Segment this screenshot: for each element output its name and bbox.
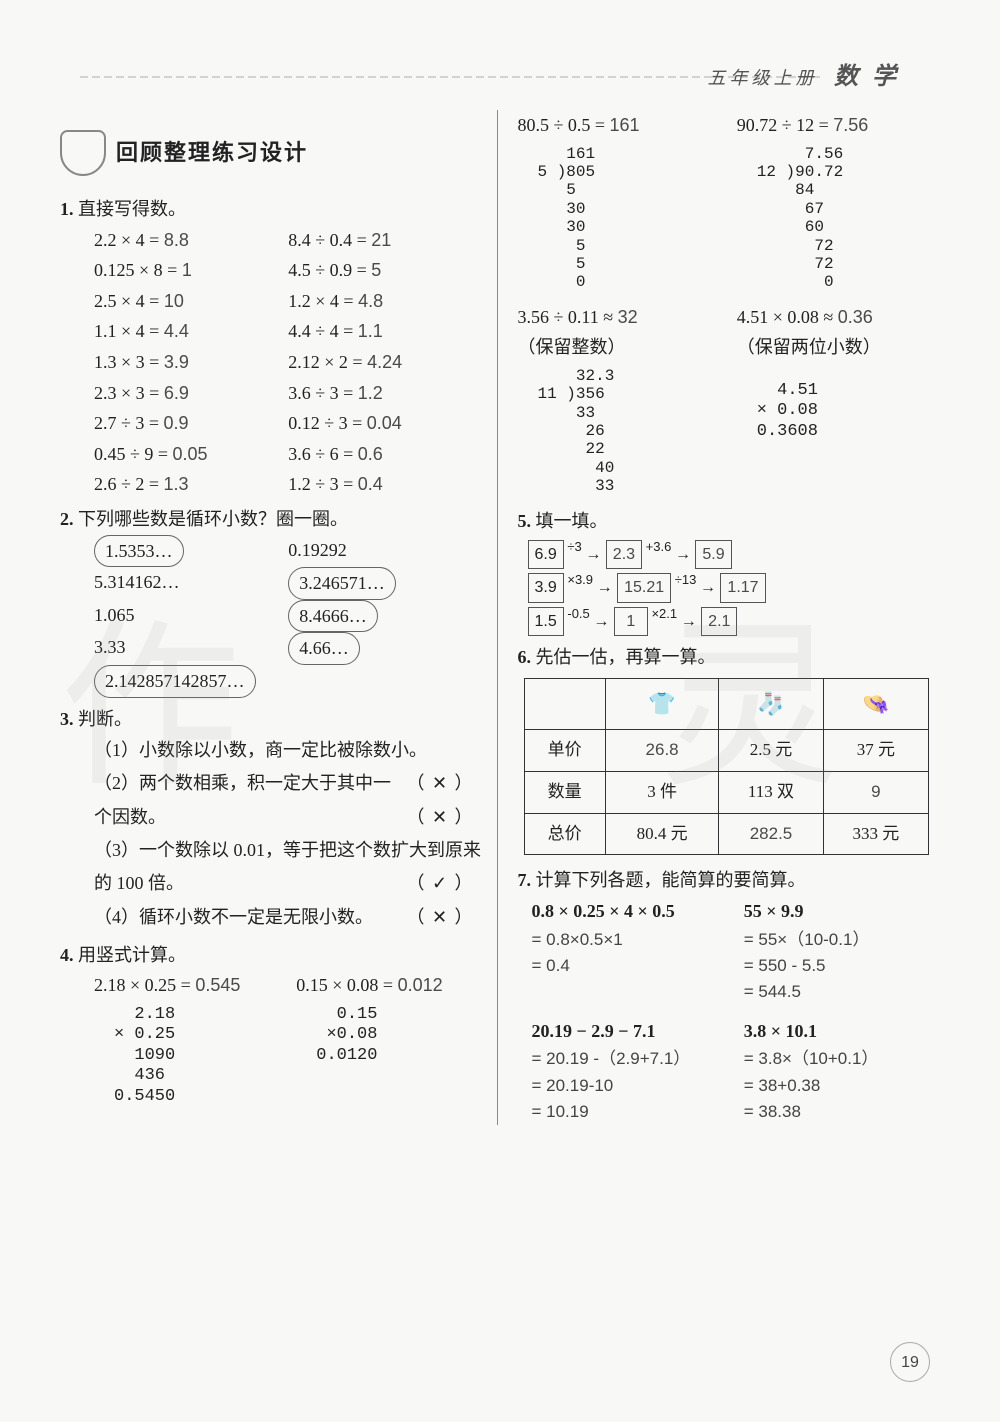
q3: 3. 判断。 （1）小数除以小数，商一定比被除数小。（ ）（2）两个数相乘，积一… xyxy=(60,704,483,934)
q3-item: （4）循环小数不一定是无限小数。（ ） xyxy=(94,901,483,934)
q6: 6. 先估一估，再算一算。 👕 🧦 👒 单价 26.8 2.5 元 37 元 数… xyxy=(518,642,941,856)
header-badge: 五年级上册 数 学 xyxy=(708,56,901,91)
q7-title: 计算下列各题，能简算的要简算。 xyxy=(536,870,806,890)
grade-label: 五年级上册 xyxy=(708,68,818,88)
q1-row: 1.1 × 4 = 4.44.4 ÷ 4 = 1.1 xyxy=(94,316,483,347)
q4-c2-ans: 0.012 xyxy=(398,975,443,995)
q2-row: 1.0658.4666… xyxy=(94,600,483,633)
q4-c3-ans: 161 xyxy=(610,115,640,135)
c-1-1: 113 双 xyxy=(719,771,823,813)
q6-table: 👕 🧦 👒 单价 26.8 2.5 元 37 元 数量 3 件 113 双 9 xyxy=(524,678,930,855)
q7-p4-expr: 3.8 × 10.1 xyxy=(744,1016,940,1047)
q4-c4-work: 7.56 12 )90.72 84 67 60 72 72 0 xyxy=(757,145,940,292)
q2-row: 3.334.66… xyxy=(94,632,483,665)
q1-row: 0.45 ÷ 9 = 0.053.6 ÷ 6 = 0.6 xyxy=(94,439,483,470)
q4-c1-expr: 2.18 × 0.25 = xyxy=(94,975,191,995)
q6-title: 先估一估，再算一算。 xyxy=(536,647,716,667)
q4-c2-work: 0.15 ×0.08 0.0120 xyxy=(316,1005,482,1066)
section-icon xyxy=(60,130,106,176)
q4-c4-ans: 7.56 xyxy=(833,115,868,135)
q4-c6-note: （保留两位小数） xyxy=(737,332,940,363)
q4: 4. 用竖式计算。 2.18 × 0.25 = 0.545 2.18 × 0.2… xyxy=(60,940,483,1111)
q7-step: = 20.19 -（2.9+7.1） xyxy=(532,1046,728,1072)
q4-c5-ans: 32 xyxy=(618,307,638,327)
page-number: 19 xyxy=(890,1342,930,1382)
c-0-0: 26.8 xyxy=(605,729,719,771)
q4-c5-work: 32.3 11 )356 33 26 22 40 33 xyxy=(538,367,721,496)
right-column: 80.5 ÷ 0.5 = 161 161 5 )805 5 30 30 5 5 … xyxy=(518,110,941,1125)
q5-row: 6.9 ÷3 → 2.3 +3.6 → 5.9 xyxy=(528,540,941,569)
q3-item: （3）一个数除以 0.01，等于把这个数扩大到原来的 100 倍。（ ） xyxy=(94,834,483,901)
row-hdr-price: 单价 xyxy=(524,729,605,771)
q1-row: 2.7 ÷ 3 = 0.90.12 ÷ 3 = 0.04 xyxy=(94,408,483,439)
q7-step: = 20.19-10 xyxy=(532,1073,728,1099)
c-2-2: 333 元 xyxy=(823,813,928,855)
q7-p2-expr: 55 × 9.9 xyxy=(744,896,940,927)
q7-step: = 38+0.38 xyxy=(744,1073,940,1099)
section-title: 回顾整理练习设计 xyxy=(60,130,483,176)
q7-step: = 544.5 xyxy=(744,979,940,1005)
row-hdr-total: 总价 xyxy=(524,813,605,855)
q4-c5-note: （保留整数） xyxy=(518,332,721,363)
q5-title: 填一填。 xyxy=(536,511,608,531)
q1-row: 2.2 × 4 = 8.88.4 ÷ 0.4 = 21 xyxy=(94,225,483,256)
q7-p1-expr: 0.8 × 0.25 × 4 × 0.5 xyxy=(532,896,728,927)
q1-row: 2.6 ÷ 2 = 1.31.2 ÷ 3 = 0.4 xyxy=(94,469,483,500)
c-2-0: 80.4 元 xyxy=(605,813,719,855)
q4-c3-expr: 80.5 ÷ 0.5 = xyxy=(518,115,606,135)
q4-c6-work: 4.51 × 0.08 0.3608 xyxy=(757,381,940,442)
q3-title: 判断。 xyxy=(78,709,132,729)
q2-row: 2.142857142857… xyxy=(94,665,483,698)
q1: 1. 直接写得数。 2.2 × 4 = 8.88.4 ÷ 0.4 = 210.1… xyxy=(60,194,483,500)
q4-c1-work: 2.18 × 0.25 1090 436 0.5450 xyxy=(114,1005,280,1107)
q4-title: 用竖式计算。 xyxy=(78,945,186,965)
q4-c6-expr: 4.51 × 0.08 ≈ xyxy=(737,307,834,327)
socks-icon: 🧦 xyxy=(719,679,823,729)
c-0-2: 37 元 xyxy=(823,729,928,771)
row-hdr-qty: 数量 xyxy=(524,771,605,813)
q7-step: = 38.38 xyxy=(744,1099,940,1125)
q7-step: = 0.8×0.5×1 xyxy=(532,927,728,953)
q2-title: 下列哪些数是循环小数？圈一圈。 xyxy=(78,509,348,529)
c-0-1: 2.5 元 xyxy=(719,729,823,771)
q4-c5-expr: 3.56 ÷ 0.11 ≈ xyxy=(518,307,614,327)
q2: 2. 下列哪些数是循环小数？圈一圈。 1.5353…0.192925.31416… xyxy=(60,504,483,698)
subject-label: 数 学 xyxy=(834,64,900,90)
q1-row: 1.3 × 3 = 3.92.12 × 2 = 4.24 xyxy=(94,347,483,378)
q5-row: 1.5 -0.5 → 1 ×2.1 → 2.1 xyxy=(528,607,941,636)
q7-step: = 550 - 5.5 xyxy=(744,953,940,979)
q5-row: 3.9 ×3.9 → 15.21 ÷13 → 1.17 xyxy=(528,573,941,602)
q2-row: 5.314162…3.246571… xyxy=(94,567,483,600)
q4-c2-expr: 0.15 × 0.08 = xyxy=(296,975,393,995)
q7-step: = 10.19 xyxy=(532,1099,728,1125)
q4-c4-expr: 90.72 ÷ 12 = xyxy=(737,115,829,135)
q7-p3-expr: 20.19 − 2.9 − 7.1 xyxy=(532,1016,728,1047)
q4-c1-ans: 0.545 xyxy=(195,975,240,995)
q3-item: （1）小数除以小数，商一定比被除数小。（ ） xyxy=(94,734,483,767)
q7-step: = 0.4 xyxy=(532,953,728,979)
q1-title: 直接写得数。 xyxy=(78,199,186,219)
q4-right-2: 3.56 ÷ 0.11 ≈ 32 （保留整数） 32.3 11 )356 33 … xyxy=(518,302,941,500)
q1-row: 2.3 × 3 = 6.93.6 ÷ 3 = 1.2 xyxy=(94,378,483,409)
left-column: 回顾整理练习设计 1. 直接写得数。 2.2 × 4 = 8.88.4 ÷ 0.… xyxy=(60,110,498,1125)
q4-right: 80.5 ÷ 0.5 = 161 161 5 )805 5 30 30 5 5 … xyxy=(518,110,941,296)
c-1-0: 3 件 xyxy=(605,771,719,813)
q1-row: 0.125 × 8 = 14.5 ÷ 0.9 = 5 xyxy=(94,255,483,286)
c-1-2: 9 xyxy=(823,771,928,813)
q4-c6-ans: 0.36 xyxy=(838,307,873,327)
c-2-1: 282.5 xyxy=(719,813,823,855)
shirt-icon: 👕 xyxy=(605,679,719,729)
q4-c3-work: 161 5 )805 5 30 30 5 5 0 xyxy=(538,145,721,292)
q7-step: = 55×（10-0.1） xyxy=(744,927,940,953)
q1-row: 2.5 × 4 = 101.2 × 4 = 4.8 xyxy=(94,286,483,317)
q2-row: 1.5353…0.19292 xyxy=(94,535,483,568)
q7: 7. 计算下列各题，能简算的要简算。 0.8 × 0.25 × 4 × 0.5 … xyxy=(518,865,941,1125)
section-title-text: 回顾整理练习设计 xyxy=(116,134,308,171)
q5: 5. 填一填。 6.9 ÷3 → 2.3 +3.6 → 5.93.9 ×3.9 … xyxy=(518,506,941,636)
hat-icon: 👒 xyxy=(823,679,928,729)
q7-step: = 3.8×（10+0.1） xyxy=(744,1046,940,1072)
